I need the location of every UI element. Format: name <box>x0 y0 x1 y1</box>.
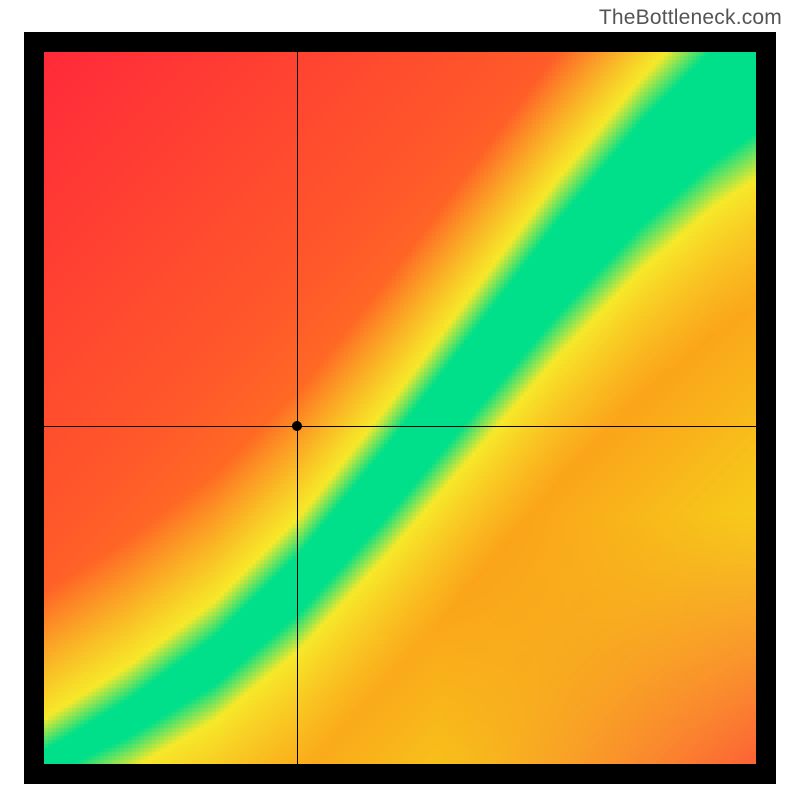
data-point-marker <box>292 421 302 431</box>
plot-area <box>44 52 756 764</box>
crosshair-vertical <box>297 52 298 764</box>
heatmap-canvas <box>44 52 756 764</box>
figure-container: TheBottleneck.com <box>0 0 800 800</box>
plot-outer-frame <box>24 32 776 784</box>
watermark-text: TheBottleneck.com <box>599 6 782 30</box>
crosshair-horizontal <box>44 426 756 427</box>
